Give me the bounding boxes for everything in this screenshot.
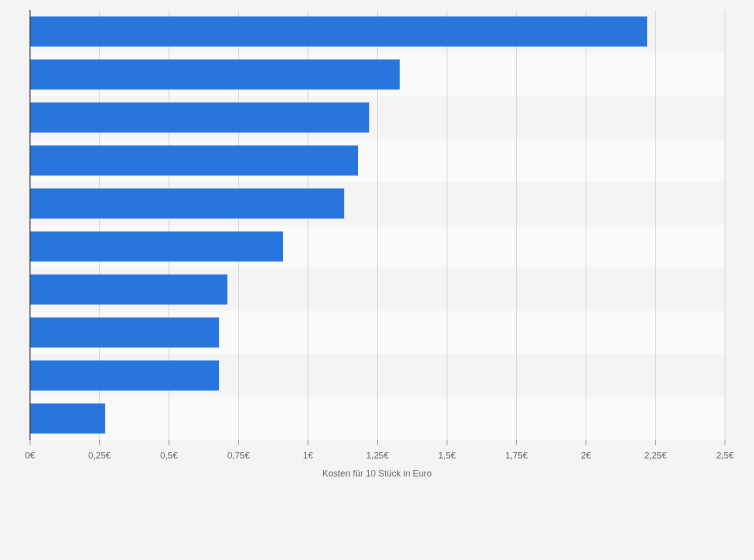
bar bbox=[30, 360, 220, 391]
x-tick-label: 2€ bbox=[581, 450, 591, 460]
bar bbox=[30, 16, 648, 47]
bar bbox=[30, 274, 228, 305]
bar bbox=[30, 102, 370, 133]
x-tick-label: 1,25€ bbox=[366, 450, 389, 460]
x-tick-label: 2,5€ bbox=[716, 450, 734, 460]
bar bbox=[30, 188, 345, 219]
x-tick-label: 0,25€ bbox=[88, 450, 111, 460]
x-axis-label: Kosten für 10 Stück in Euro bbox=[322, 468, 432, 478]
x-tick-label: 0,5€ bbox=[160, 450, 178, 460]
bar bbox=[30, 231, 283, 262]
x-tick-label: 1€ bbox=[303, 450, 313, 460]
bar bbox=[30, 59, 400, 90]
bar bbox=[30, 403, 106, 434]
x-tick-label: 1,5€ bbox=[438, 450, 456, 460]
bar bbox=[30, 317, 220, 348]
x-tick-label: 0€ bbox=[25, 450, 35, 460]
x-tick-label: 0,75€ bbox=[227, 450, 250, 460]
bar bbox=[30, 145, 359, 176]
x-tick-label: 1,75€ bbox=[505, 450, 528, 460]
x-tick-label: 2,25€ bbox=[644, 450, 667, 460]
